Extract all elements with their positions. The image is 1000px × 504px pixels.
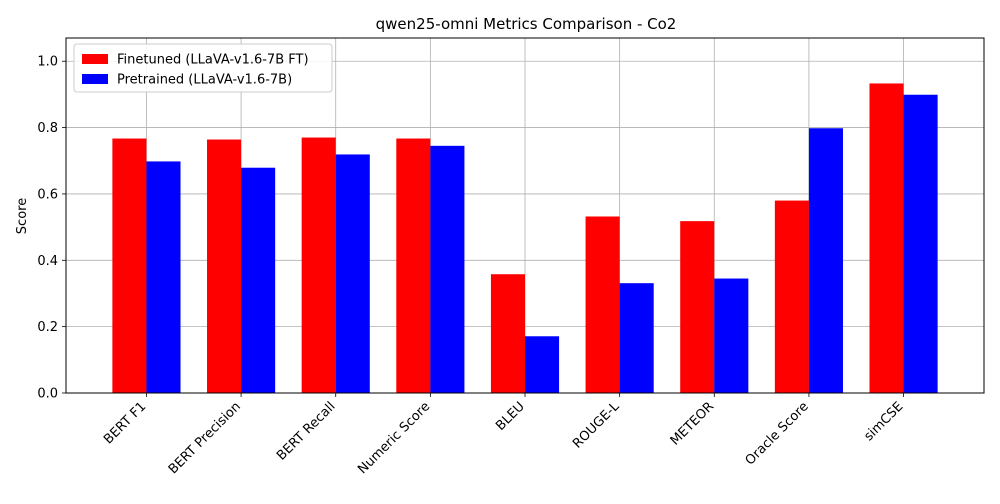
legend-label: Finetuned (LLaVA-v1.6-7B FT) — [117, 53, 309, 68]
legend: Finetuned (LLaVA-v1.6-7B FT) Pretrained (… — [73, 43, 333, 93]
bar-pretrained — [241, 167, 276, 393]
x-tick-label: Numeric Score — [355, 399, 433, 477]
y-axis-label: Score — [15, 198, 30, 234]
bar-pretrained — [430, 145, 465, 393]
bars — [112, 83, 938, 394]
bar-pretrained — [808, 128, 843, 394]
legend-box — [73, 43, 333, 93]
chart-title: qwen25-omni Metrics Comparison - Co2 — [376, 15, 677, 33]
x-tick-label: BLEU — [493, 399, 528, 434]
y-tick-label: 0.8 — [37, 121, 58, 136]
bar-finetuned — [396, 138, 431, 393]
bar-finetuned — [301, 137, 336, 393]
bar-finetuned — [585, 216, 620, 393]
x-tick-label: BERT Precision — [166, 399, 244, 477]
x-tick-label: METEOR — [668, 399, 717, 448]
bar-finetuned — [680, 221, 715, 393]
bar-pretrained — [146, 161, 181, 393]
bar-finetuned — [869, 83, 904, 393]
x-tick-label: BERT Recall — [274, 399, 338, 463]
bar-pretrained — [903, 94, 938, 393]
y-tick-label: 0.2 — [37, 320, 58, 335]
x-tick-label: simCSE — [861, 399, 906, 444]
y-tick-label: 0.0 — [37, 387, 58, 402]
x-tick-label: ROUGE-L — [570, 399, 623, 452]
legend-swatch — [82, 74, 108, 84]
y-tick-label: 0.4 — [37, 254, 58, 269]
bar-pretrained — [335, 154, 370, 393]
legend-label: Pretrained (LLaVA-v1.6-7B) — [117, 73, 292, 88]
bar-finetuned — [490, 274, 525, 393]
y-tick-label: 0.6 — [37, 187, 58, 202]
x-tick-label: BERT F1 — [101, 399, 149, 447]
bar-pretrained — [619, 283, 654, 393]
x-tick-label: Oracle Score — [743, 399, 812, 468]
bar-finetuned — [112, 138, 147, 393]
legend-swatch — [82, 54, 108, 64]
bar-finetuned — [207, 139, 242, 393]
bar-pretrained — [525, 336, 560, 393]
bar-finetuned — [774, 200, 809, 393]
bar-pretrained — [714, 278, 749, 393]
y-tick-label: 1.0 — [37, 55, 58, 70]
y-axis-ticks: 0.0 0.2 0.4 0.6 0.8 1.0 — [37, 55, 66, 402]
x-axis-ticks: BERT F1 BERT Precision BERT Recall Numeric … — [101, 393, 906, 477]
